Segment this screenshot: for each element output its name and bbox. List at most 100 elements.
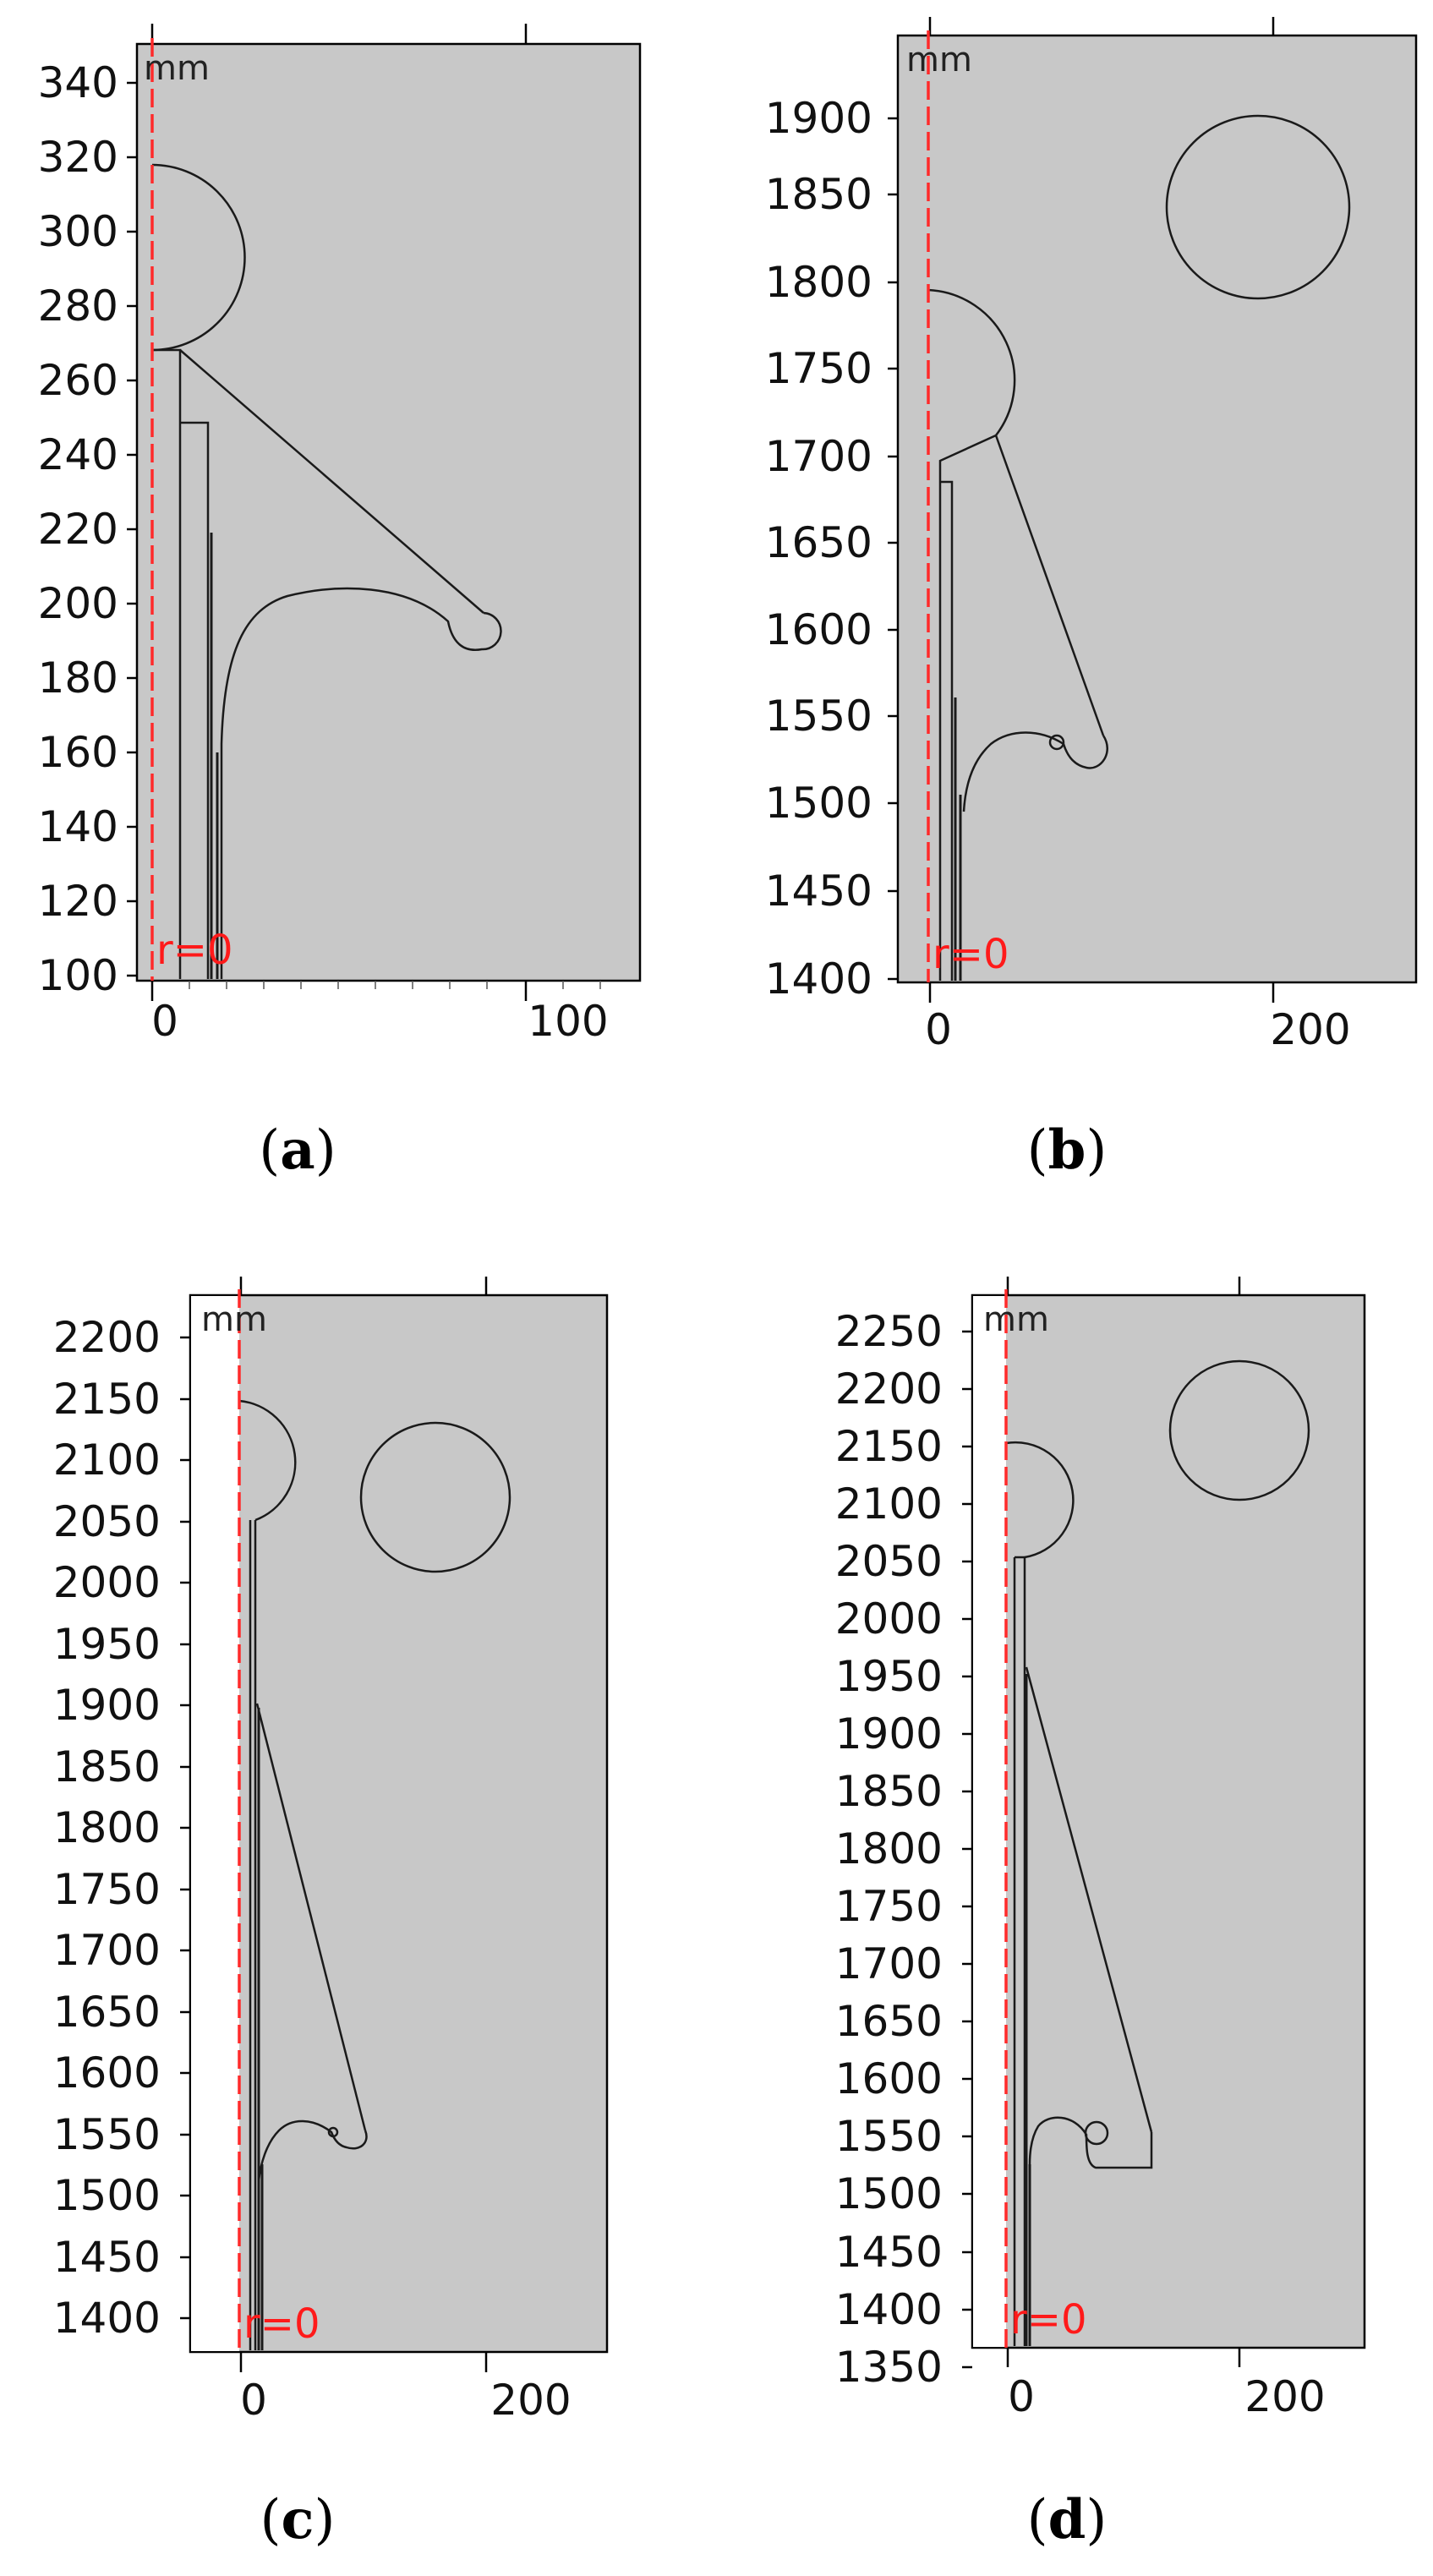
tick-label: 2200 [835, 1365, 943, 1414]
tick-label: 280 [38, 282, 118, 331]
panel-b-small-ring [1048, 734, 1065, 751]
tick-label: 200 [1270, 1005, 1350, 1054]
panel-c-large-sphere [359, 1421, 511, 1573]
panel-c-cone [255, 1703, 367, 2131]
panel-c-y-axis: 1400 1450 1500 1550 1600 1650 1700 1750 … [53, 1313, 190, 2343]
tick-label: 1450 [835, 2228, 943, 2277]
panel-d-torus [1028, 2116, 1153, 2169]
tick-label: 1750 [53, 1865, 161, 1914]
panel-c: mm r=0 1400 1450 1500 1550 1600 1650 170… [53, 1277, 609, 2551]
tick-label: 1500 [835, 2169, 943, 2218]
tick-label: 0 [925, 1005, 952, 1054]
tick-label: 100 [38, 951, 118, 1000]
tick-label: 0 [151, 997, 178, 1046]
panel-c-small-ring [327, 2126, 339, 2138]
tick-label: 1500 [53, 2171, 161, 2220]
panel-d-small-ring [1084, 2120, 1109, 2146]
tick-label: 1650 [835, 1997, 943, 2046]
panel-c-torus [257, 2119, 368, 2182]
tick-label: 140 [38, 802, 118, 851]
tick-label: 120 [38, 877, 118, 926]
tick-label: 1800 [765, 258, 872, 307]
panel-d-caption: (d) [1027, 2488, 1108, 2551]
tick-label: 100 [528, 997, 608, 1046]
panel-a: mm r=0 100 120 140 160 180 200 220 240 2… [38, 24, 642, 1182]
tick-label: 1850 [53, 1742, 161, 1791]
tick-label: 2200 [53, 1313, 161, 1362]
tick-label: 340 [38, 58, 118, 107]
tick-label: 1700 [835, 1939, 943, 1988]
tick-label: 1500 [765, 779, 872, 828]
tick-label: 260 [38, 356, 118, 405]
panel-c-r0-label: r=0 [243, 2300, 320, 2348]
panel-d-r0-label: r=0 [1010, 2296, 1087, 2344]
tick-label: 1750 [765, 344, 872, 393]
tick-label: 1600 [53, 2048, 161, 2097]
panel-a-r0-label: r=0 [156, 927, 233, 974]
tick-label: 200 [490, 2376, 571, 2425]
panel-d-cone [1025, 1666, 1153, 2133]
panel-b-y-axis: 1400 1450 1500 1550 1600 1650 1700 1750 … [765, 94, 898, 1004]
panel-a-y-axis: 100 120 140 160 180 200 220 240 260 280 … [38, 58, 137, 1000]
panel-c-caption: (c) [260, 2488, 336, 2551]
tick-label: 240 [38, 430, 118, 479]
panel-d-unit: mm [983, 1300, 1049, 1339]
panel-b-torus [962, 731, 1108, 812]
tick-label: 1400 [835, 2285, 943, 2334]
tick-label: 2250 [835, 1307, 943, 1356]
tick-label: 1700 [765, 432, 872, 481]
tick-label: 0 [240, 2376, 267, 2425]
panel-d: mm r=0 1350 1400 1450 1500 1550 1600 165… [835, 1277, 1366, 2551]
tick-label: 200 [38, 579, 118, 628]
tick-label: 2050 [835, 1537, 943, 1586]
tick-label: 1950 [835, 1652, 943, 1701]
tick-label: 1750 [835, 1882, 943, 1931]
tick-label: 1700 [53, 1926, 161, 1975]
tick-label: 1650 [765, 518, 872, 567]
tick-label: 1950 [53, 1620, 161, 1669]
tick-label: 2150 [53, 1375, 161, 1424]
panel-c-domain [189, 1293, 609, 2354]
tick-label: 1550 [765, 692, 872, 741]
tick-label: 1550 [53, 2110, 161, 2159]
panel-b-inner-tube [940, 480, 954, 981]
tick-label: 1450 [765, 867, 872, 916]
tick-label: 180 [38, 654, 118, 703]
tick-label: 160 [38, 728, 118, 777]
panel-b-large-sphere [1165, 114, 1351, 300]
panel-a-cone [179, 349, 484, 614]
tick-label: 1450 [53, 2233, 161, 2282]
tick-label: 1900 [53, 1681, 161, 1730]
panel-d-outer-tube [1015, 1556, 1026, 2346]
tick-label: 2000 [835, 1594, 943, 1643]
panel-d-y-axis: 1350 1400 1450 1500 1550 1600 1650 1700 … [835, 1307, 972, 2392]
panel-b-domain [896, 34, 1418, 984]
tick-label: 2100 [53, 1436, 161, 1485]
tick-label: 2150 [835, 1422, 943, 1471]
tick-label: 1850 [835, 1767, 943, 1816]
panel-a-inner-tube [180, 421, 210, 979]
tick-label: 2100 [835, 1479, 943, 1529]
tick-label: 320 [38, 133, 118, 182]
panel-a-upper-sphere [151, 163, 246, 352]
panel-b-cone [994, 435, 1105, 736]
panel-b-unit: mm [906, 41, 972, 79]
tick-label: 2000 [53, 1558, 161, 1607]
panel-c-unit: mm [201, 1300, 267, 1339]
tick-label: 1900 [765, 94, 872, 143]
tick-label: 1800 [835, 1824, 943, 1873]
tick-label: 1400 [765, 954, 872, 1004]
tick-label: 1850 [765, 170, 872, 219]
tick-label: 1600 [765, 605, 872, 654]
panel-a-caption: (a) [259, 1118, 336, 1182]
panel-c-upper-sphere [238, 1399, 297, 1522]
tick-label: 1900 [835, 1709, 943, 1758]
panel-b: mm r=0 1400 1450 1500 1550 1600 1650 170… [765, 17, 1418, 1182]
panel-b-r0-label: r=0 [933, 931, 1009, 978]
tick-label: 200 [1244, 2372, 1325, 2421]
tick-label: 1800 [53, 1803, 161, 1852]
panel-b-upper-sphere [927, 288, 1016, 436]
tick-label: 1550 [835, 2112, 943, 2161]
panel-a-torus [220, 587, 502, 979]
